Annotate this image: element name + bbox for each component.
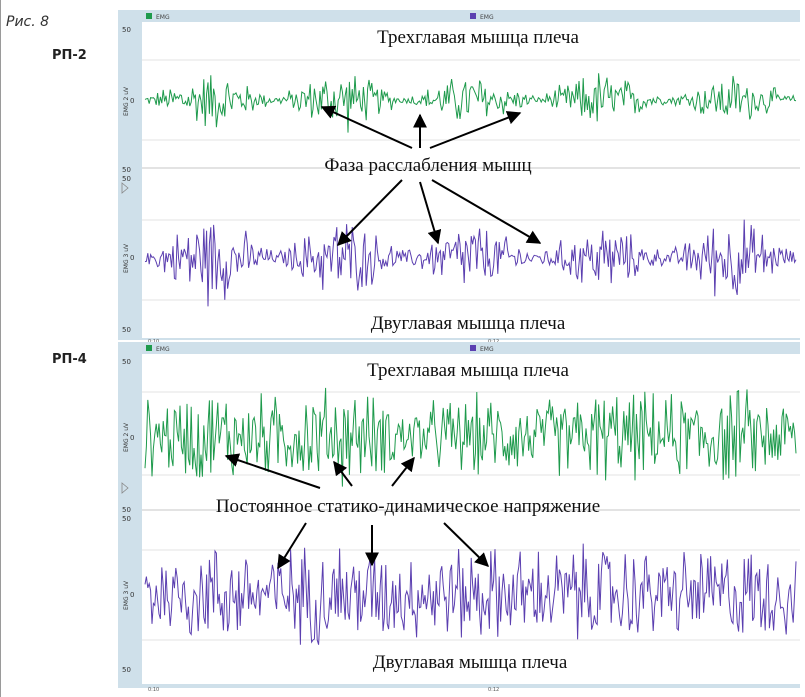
panel-rp4: EMG EMG 50 0 50 50 0 50 EMG 2 uV EMG 3 u… — [118, 342, 800, 693]
y-tick-label: 50 — [122, 166, 131, 174]
legend-swatch-green — [146, 345, 152, 351]
legend-swatch-purple — [470, 345, 476, 351]
figure-frame-line — [0, 0, 1, 697]
emg-trace-biceps-rp4 — [144, 543, 797, 645]
arrow — [337, 179, 403, 246]
legend-label-green: EMG — [156, 346, 170, 353]
emg-series-line — [144, 73, 797, 133]
figure-label: Рис. 8 — [6, 14, 50, 30]
cursor-arrow-icon — [121, 482, 129, 494]
emg-series-line — [144, 387, 797, 487]
legend-label-purple: EMG — [480, 346, 494, 353]
y-tick-label: 50 — [122, 506, 131, 514]
y-tick-label: 50 — [122, 515, 131, 523]
channel-title-triceps-rp4: Трехглавая мышца плеча — [367, 360, 569, 381]
emg-trace-biceps-rp2 — [144, 219, 797, 307]
emg-trace-triceps-rp2 — [144, 73, 797, 133]
arrow — [419, 181, 442, 245]
y-tick-label: 0 — [130, 254, 134, 262]
arrow — [320, 105, 413, 149]
arrow — [431, 179, 542, 244]
arrow — [333, 460, 353, 487]
y-axis-label: EMG 2 uV — [123, 86, 130, 116]
legend-label-purple: EMG — [480, 14, 494, 21]
y-tick-label: 50 — [122, 175, 131, 183]
y-tick-label: 0 — [130, 434, 134, 442]
panel-label-rp2: РП-2 — [52, 48, 87, 63]
y-tick-label: 0 — [130, 591, 134, 599]
y-tick-label: 50 — [122, 326, 131, 334]
arrow — [391, 456, 415, 487]
y-tick-label: 50 — [122, 358, 131, 366]
annotation-arrows-rp4 — [224, 453, 490, 570]
annotation-arrows-rp2 — [320, 105, 542, 246]
annotation-static-dynamic-tension: Постоянное статико-динамическое напряжен… — [216, 496, 600, 517]
arrow — [277, 522, 307, 570]
emg-series-line — [144, 543, 797, 645]
emg-trace-triceps-rp4 — [144, 387, 797, 487]
legend-swatch-purple — [470, 13, 476, 19]
x-tick-label: 0:12 — [488, 687, 499, 693]
annotation-relaxation-phase: Фаза расслабления мышц — [324, 155, 531, 176]
cursor-arrow-icon — [121, 182, 129, 194]
channel-title-biceps-rp4: Двуглавая мышца плеча — [373, 652, 568, 673]
y-tick-label: 50 — [122, 666, 131, 674]
y-tick-label: 0 — [130, 97, 134, 105]
panel-rp2-plot-area — [142, 22, 800, 338]
y-axis-label: EMG 3 uV — [123, 243, 130, 273]
y-axis-label: EMG 2 uV — [123, 422, 130, 452]
arrow — [429, 111, 522, 149]
arrow — [443, 522, 490, 567]
x-tick-label: 0:10 — [148, 687, 159, 693]
channel-title-biceps-rp2: Двуглавая мышца плеча — [371, 313, 566, 334]
legend-label-green: EMG — [156, 14, 170, 21]
panel-rp4-plot-area — [142, 354, 800, 684]
y-axis-label: EMG 3 uV — [123, 580, 130, 610]
panel-rp2: EMG EMG 50 0 50 50 0 50 EMG 2 uV EMG 3 u… — [118, 10, 800, 345]
channel-title-triceps-rp2: Трехглавая мышца плеча — [377, 27, 579, 48]
panel-label-rp4: РП-4 — [52, 352, 87, 367]
emg-series-line — [144, 219, 797, 307]
legend-swatch-green — [146, 13, 152, 19]
arrow — [224, 453, 321, 489]
y-tick-label: 50 — [122, 26, 131, 34]
